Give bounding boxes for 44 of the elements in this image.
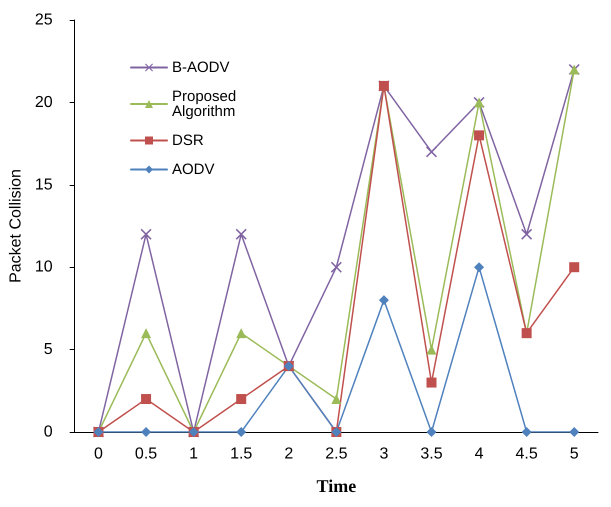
point xyxy=(141,427,152,437)
legend-label: B-AODV xyxy=(172,59,230,76)
x-tick-label: 1 xyxy=(189,446,198,462)
point xyxy=(474,262,484,272)
x-tick-label: 3.5 xyxy=(420,446,443,462)
point xyxy=(426,146,437,158)
x-axis-title: Time xyxy=(316,476,356,496)
y-tick-label: 10 xyxy=(34,258,53,276)
point xyxy=(426,427,436,437)
point xyxy=(426,344,436,355)
point xyxy=(521,228,532,240)
point xyxy=(569,427,580,437)
y-axis-title: Packet Collision xyxy=(8,169,24,283)
y-tick-label: 25 xyxy=(34,12,53,28)
point xyxy=(569,262,580,272)
x-tick-label: 4 xyxy=(474,446,484,462)
y-tick-label: 15 xyxy=(34,176,53,194)
point xyxy=(236,228,247,240)
point xyxy=(331,394,342,404)
point xyxy=(378,295,389,306)
point xyxy=(140,228,152,240)
point xyxy=(330,262,342,273)
y-tick-label: 20 xyxy=(34,94,53,111)
x-tick-label: 0.5 xyxy=(134,446,158,462)
x-tick-label: 2 xyxy=(284,446,294,462)
point xyxy=(426,378,436,388)
legend-label: Proposed Algorithm xyxy=(172,88,240,120)
x-tick-label: 4.5 xyxy=(516,446,538,462)
point xyxy=(236,427,246,437)
point xyxy=(141,328,152,338)
point xyxy=(236,394,246,404)
legend-label: AODV xyxy=(172,161,215,178)
x-tick-label: 3 xyxy=(379,446,388,462)
y-tick-label: 5 xyxy=(44,341,53,358)
x-tick-label: 2.5 xyxy=(325,446,348,462)
x-tick-label: 1.5 xyxy=(230,446,252,462)
x-tick-label: 5 xyxy=(570,446,579,462)
legend-label: DSR xyxy=(172,132,204,149)
point xyxy=(141,394,152,404)
point xyxy=(236,328,246,338)
point xyxy=(522,427,532,437)
y-tick-label: 0 xyxy=(44,424,53,440)
point xyxy=(474,130,484,140)
x-tick-label: 0 xyxy=(94,446,104,462)
